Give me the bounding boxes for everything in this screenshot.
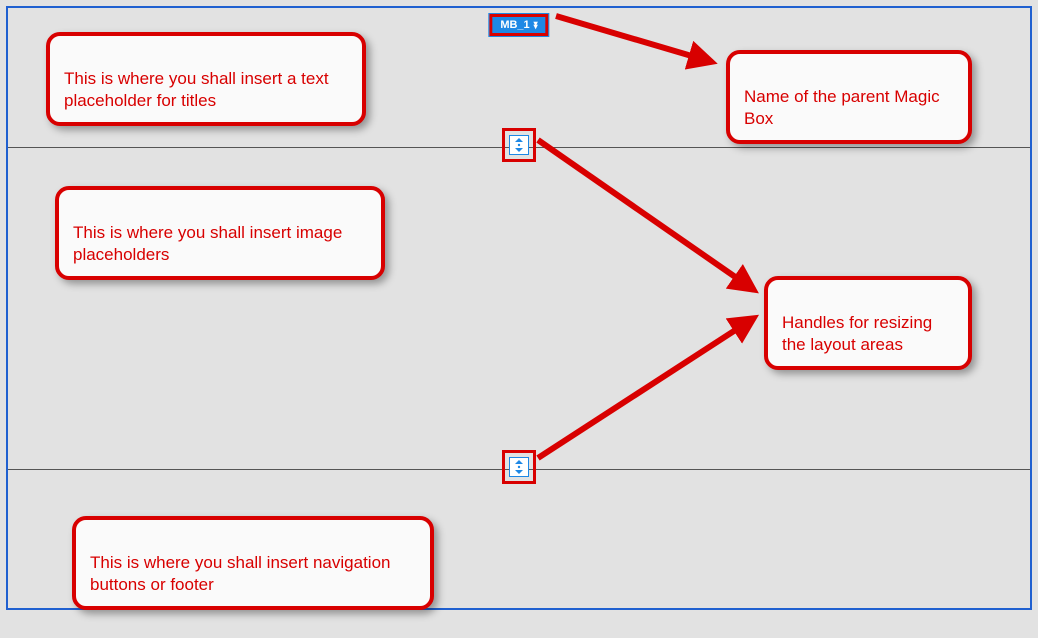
resize-handle-2[interactable] — [509, 457, 529, 477]
callout-text: Handles for resizing the layout areas — [782, 313, 932, 354]
callout-text: Name of the parent Magic Box — [744, 87, 940, 128]
callout-text: This is where you shall insert image pla… — [73, 223, 342, 264]
callout-footer-area: This is where you shall insert navigatio… — [72, 516, 434, 610]
collapse-icon: ▾▾ — [534, 22, 538, 28]
callout-text: This is where you shall insert a text pl… — [64, 69, 329, 110]
resize-handle-1[interactable] — [509, 135, 529, 155]
callout-resize-handles: Handles for resizing the layout areas — [764, 276, 972, 370]
callout-parent-name: Name of the parent Magic Box — [726, 50, 972, 144]
drag-vertical-icon — [513, 460, 525, 474]
drag-vertical-icon — [513, 138, 525, 152]
callout-image-area: This is where you shall insert image pla… — [55, 186, 385, 280]
magic-box-label-text: MB_1 — [500, 19, 529, 31]
callout-title-area: This is where you shall insert a text pl… — [46, 32, 366, 126]
magic-box-label[interactable]: MB_1 ▾▾ — [489, 14, 548, 36]
callout-text: This is where you shall insert navigatio… — [90, 553, 390, 594]
